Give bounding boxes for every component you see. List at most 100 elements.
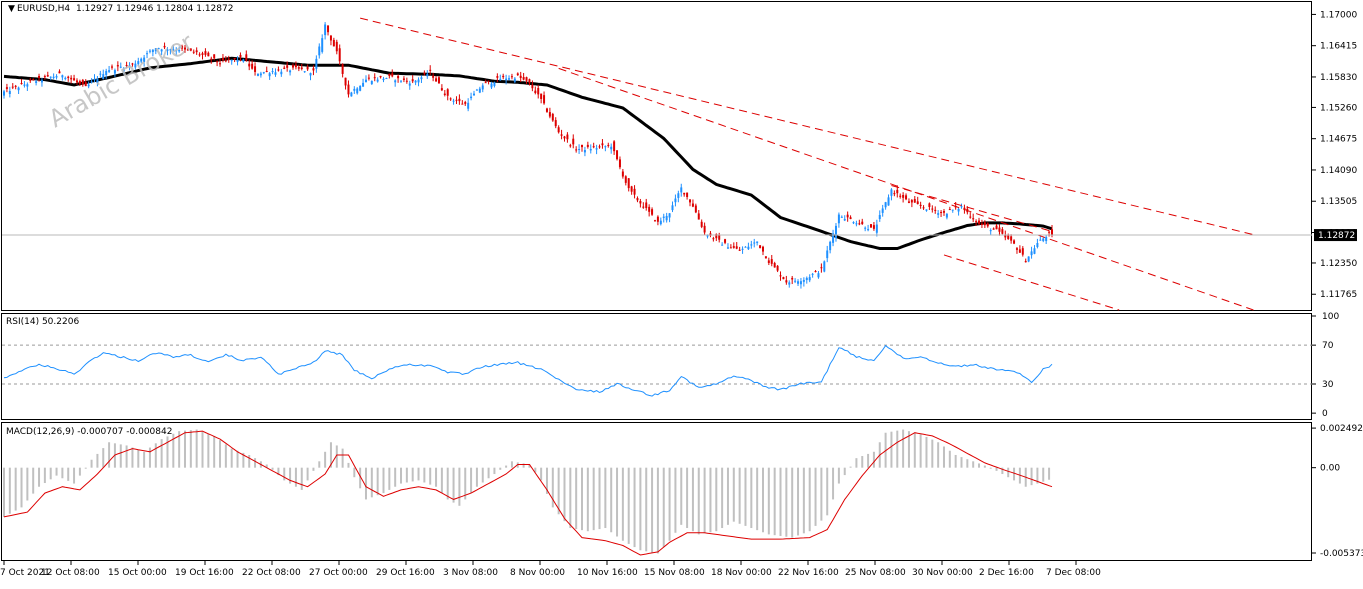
macd-histogram-bar: [190, 430, 192, 468]
candle-body: [864, 228, 866, 229]
candle-body: [943, 211, 945, 213]
macd-histogram-bar: [447, 468, 449, 500]
rsi-tick-label: 100: [1322, 312, 1339, 322]
candle-body: [867, 229, 869, 230]
candle-body: [400, 81, 402, 82]
macd-histogram-bar: [3, 468, 5, 517]
candle-body: [289, 70, 291, 72]
candle-body: [651, 209, 653, 215]
candle-body: [531, 85, 533, 89]
candle-body: [835, 226, 837, 238]
candle-body: [829, 242, 831, 250]
macd-histogram-bar: [704, 468, 706, 534]
macd-histogram-bar: [990, 468, 992, 469]
macd-histogram-bar: [79, 468, 81, 476]
candle-body: [1039, 240, 1041, 241]
candle-body: [613, 141, 615, 151]
candle-body: [683, 193, 685, 195]
candle-body: [242, 59, 244, 61]
candle-body: [394, 80, 396, 82]
macd-histogram-bar: [797, 468, 799, 536]
macd-histogram-bar: [984, 466, 986, 468]
candle-body: [648, 207, 650, 212]
candle-body: [491, 84, 493, 88]
candle-body: [385, 78, 387, 79]
price-panel[interactable]: ▼ EURUSD,H4 1.12927 1.12946 1.12804 1.12…: [2, 2, 1358, 311]
macd-histogram-bar: [815, 468, 817, 526]
candle-body: [76, 80, 78, 82]
candle-body: [654, 220, 656, 221]
macd-panel[interactable]: MACD(12,26,9) -0.000707 -0.000842 0.0024…: [2, 423, 1363, 561]
candle-body: [800, 281, 802, 284]
candle-body: [712, 238, 714, 239]
macd-histogram-bar: [301, 468, 303, 490]
macd-histogram-bar: [161, 439, 163, 468]
candle-body: [812, 274, 814, 275]
candle-body: [946, 214, 948, 218]
macd-histogram-bar: [295, 468, 297, 487]
price-tick-label: 1.14675: [1320, 135, 1357, 145]
candle-body: [499, 79, 501, 81]
candle-body: [423, 73, 425, 74]
time-tick-label: 15 Oct 00:00: [108, 568, 167, 578]
candle-body: [920, 205, 922, 206]
candle-body: [461, 104, 463, 105]
candle-body: [704, 226, 706, 233]
macd-histogram-bar: [663, 468, 665, 547]
macd-histogram-bar: [50, 468, 52, 480]
macd-histogram-bar: [925, 437, 927, 468]
candle-body: [937, 213, 939, 215]
candle-body: [759, 245, 761, 248]
macd-histogram-bar: [61, 468, 63, 479]
candle-body: [914, 199, 916, 203]
candle-body: [292, 65, 294, 67]
macd-histogram-bar: [1048, 468, 1050, 480]
candle-body: [21, 83, 23, 84]
candle-body: [479, 89, 481, 93]
candle-body: [391, 73, 393, 76]
candle-body: [1013, 240, 1015, 243]
candle-body: [35, 81, 37, 83]
macd-histogram-bar: [196, 430, 198, 468]
macd-histogram-bar: [931, 440, 933, 468]
candle-body: [526, 77, 528, 81]
macd-histogram-bar: [896, 431, 898, 468]
macd-histogram-bar: [202, 432, 204, 468]
symbol-dropdown-icon[interactable]: ▼: [8, 4, 15, 14]
price-tick-label: 1.17000: [1320, 10, 1357, 20]
macd-histogram-bar: [820, 468, 822, 521]
macd-histogram-bar: [231, 449, 233, 468]
candle-body: [636, 198, 638, 200]
candle-body: [774, 263, 776, 267]
macd-histogram-bar: [511, 461, 513, 467]
candle-body: [739, 250, 741, 251]
macd-histogram-bar: [15, 468, 17, 511]
candle-body: [272, 71, 274, 72]
macd-histogram-bar: [616, 468, 618, 537]
candle-body: [330, 36, 332, 41]
candle-body: [38, 76, 40, 78]
candle-body: [555, 120, 557, 126]
candle-body: [546, 108, 548, 111]
candle-body: [750, 244, 752, 245]
candle-body: [572, 139, 574, 145]
price-axis[interactable]: 1.170001.164151.158301.152601.146751.140…: [1312, 10, 1357, 300]
rsi-line: [4, 346, 1052, 397]
candle-body: [686, 193, 688, 197]
candle-body: [660, 221, 662, 224]
candle-body: [263, 72, 265, 73]
candle-body: [82, 80, 84, 84]
candle-body: [438, 77, 440, 83]
candle-body: [283, 68, 285, 69]
candle-body: [29, 80, 31, 81]
macd-histogram-bar: [1007, 468, 1009, 478]
candle-body: [318, 46, 320, 55]
candle-body: [563, 137, 565, 139]
candle-body: [666, 216, 668, 220]
macd-histogram-bar: [1042, 468, 1044, 482]
candle-body: [324, 24, 326, 35]
